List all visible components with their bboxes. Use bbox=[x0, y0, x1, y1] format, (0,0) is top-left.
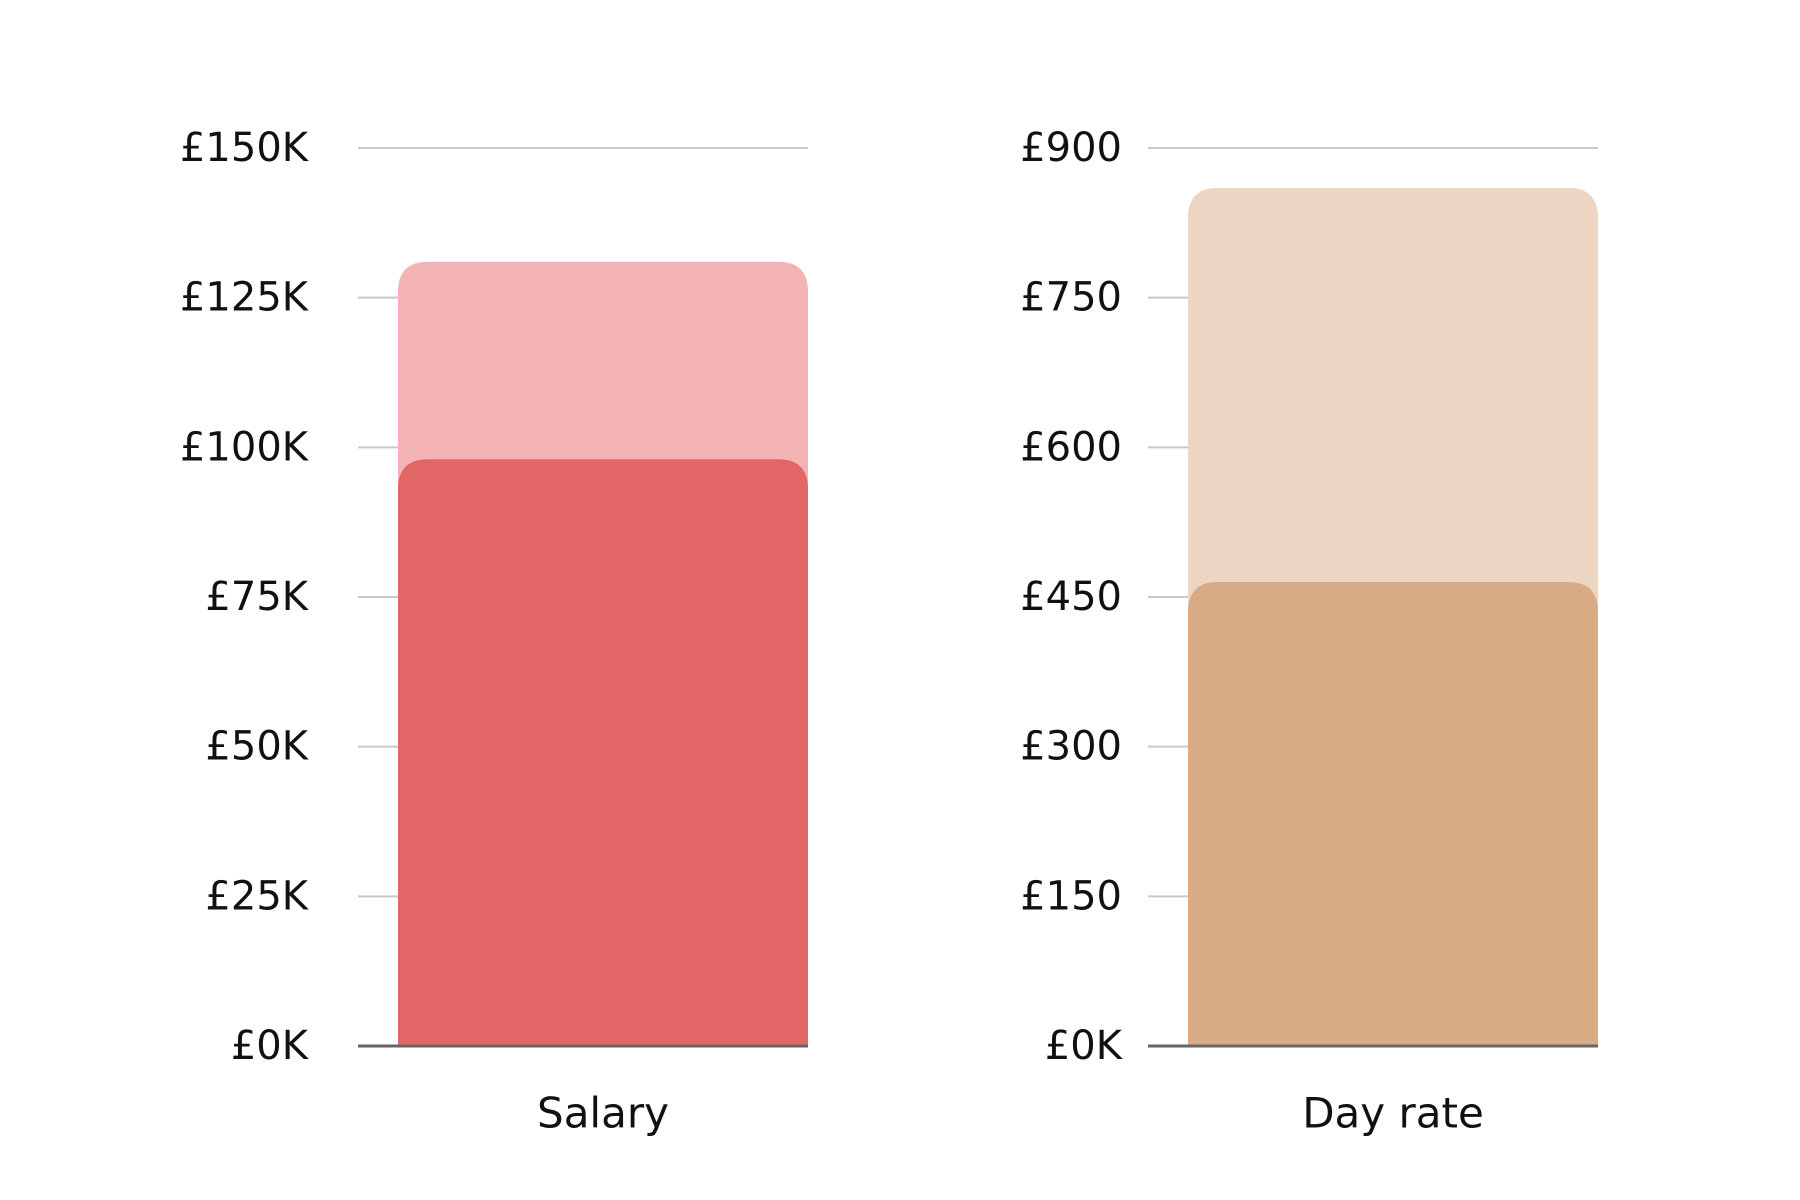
salary-bar-front bbox=[398, 459, 808, 1047]
day-rate-panel: £0K £150 £300 £450 £600 £750 £900 Day rate bbox=[1020, 125, 1598, 1138]
y-tick-label: £50K bbox=[205, 724, 309, 770]
y-tick-label: £750 bbox=[1020, 275, 1122, 321]
day-rate-category-label: Day rate bbox=[1302, 1089, 1484, 1138]
day-rate-bar-front bbox=[1188, 582, 1598, 1046]
y-tick-label: £300 bbox=[1020, 724, 1122, 770]
y-tick-label: £900 bbox=[1020, 125, 1122, 171]
y-tick-label: £150 bbox=[1020, 873, 1122, 919]
y-tick-label: £25K bbox=[205, 873, 309, 919]
y-tick-label: £600 bbox=[1020, 424, 1122, 470]
y-tick-label: £100K bbox=[180, 424, 310, 470]
y-tick-label: £0K bbox=[1045, 1023, 1124, 1069]
y-tick-label: £125K bbox=[180, 275, 310, 321]
y-tick-label: £0K bbox=[231, 1023, 310, 1069]
y-tick-label: £150K bbox=[180, 125, 310, 171]
y-tick-label: £450 bbox=[1020, 574, 1122, 620]
salary-category-label: Salary bbox=[537, 1089, 669, 1138]
salary-panel: £0K £25K £50K £75K £100K £125K £150K Salary bbox=[180, 125, 808, 1138]
y-tick-label: £75K bbox=[205, 574, 309, 620]
